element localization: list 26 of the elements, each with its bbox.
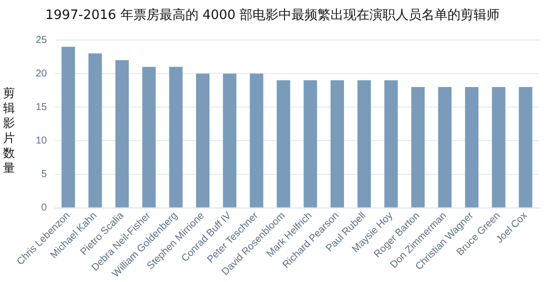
bar [411, 86, 425, 208]
bar [276, 80, 290, 208]
y-tick-label: 20 [36, 68, 48, 80]
bar [62, 46, 76, 208]
bar [330, 80, 344, 208]
bar [304, 80, 318, 208]
bar [465, 86, 478, 208]
y-axis-title: 剪辑影片数量 [2, 86, 16, 176]
bar [169, 66, 183, 208]
bar [384, 80, 398, 208]
y-tick-label: 0 [41, 202, 48, 214]
bar [518, 86, 532, 208]
chart-title: 1997-2016 年票房最高的 4000 部电影中最频繁出现在演职人员名单的剪辑师 [44, 7, 501, 24]
bar [222, 74, 236, 208]
bar [492, 86, 506, 208]
bar [196, 74, 210, 208]
bar [438, 86, 452, 208]
y-tick-label: 5 [41, 169, 48, 180]
bar [115, 60, 129, 208]
bar [88, 53, 102, 208]
bar [250, 74, 264, 208]
bar [142, 66, 156, 208]
y-tick-label: 25 [36, 34, 48, 46]
y-tick-label: 10 [36, 135, 48, 146]
y-tick-label: 15 [36, 102, 48, 113]
bar [357, 80, 371, 208]
